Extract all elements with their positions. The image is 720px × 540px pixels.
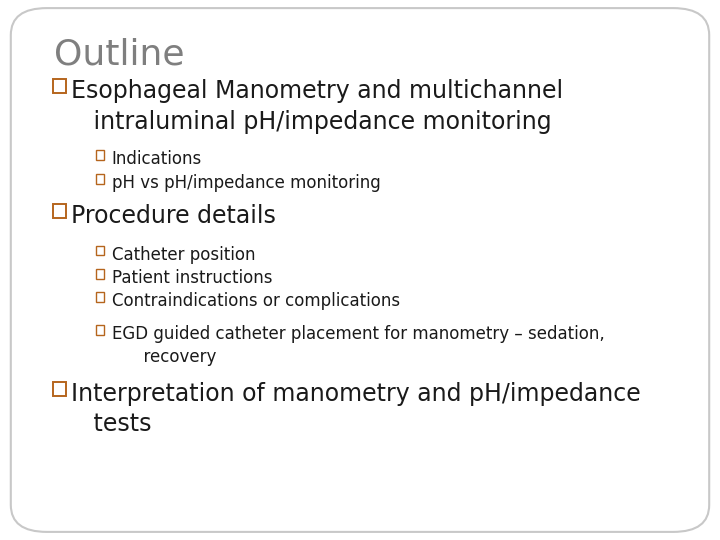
FancyBboxPatch shape — [96, 325, 104, 335]
Text: Contraindications or complications: Contraindications or complications — [112, 292, 400, 310]
FancyBboxPatch shape — [53, 204, 66, 218]
FancyBboxPatch shape — [96, 174, 104, 184]
FancyBboxPatch shape — [96, 246, 104, 255]
Text: EGD guided catheter placement for manometry – sedation,
      recovery: EGD guided catheter placement for manome… — [112, 325, 604, 366]
Text: pH vs pH/impedance monitoring: pH vs pH/impedance monitoring — [112, 174, 380, 192]
Text: Catheter position: Catheter position — [112, 246, 255, 264]
FancyBboxPatch shape — [53, 79, 66, 93]
Text: Outline: Outline — [54, 38, 184, 72]
Text: Esophageal Manometry and multichannel
   intraluminal pH/impedance monitoring: Esophageal Manometry and multichannel in… — [71, 79, 563, 134]
FancyBboxPatch shape — [96, 292, 104, 302]
Text: Procedure details: Procedure details — [71, 204, 276, 227]
Text: Patient instructions: Patient instructions — [112, 269, 272, 287]
FancyBboxPatch shape — [11, 8, 709, 532]
FancyBboxPatch shape — [53, 382, 66, 396]
Text: Interpretation of manometry and pH/impedance
   tests: Interpretation of manometry and pH/imped… — [71, 382, 640, 436]
Text: Indications: Indications — [112, 150, 202, 168]
FancyBboxPatch shape — [96, 269, 104, 279]
FancyBboxPatch shape — [96, 150, 104, 160]
